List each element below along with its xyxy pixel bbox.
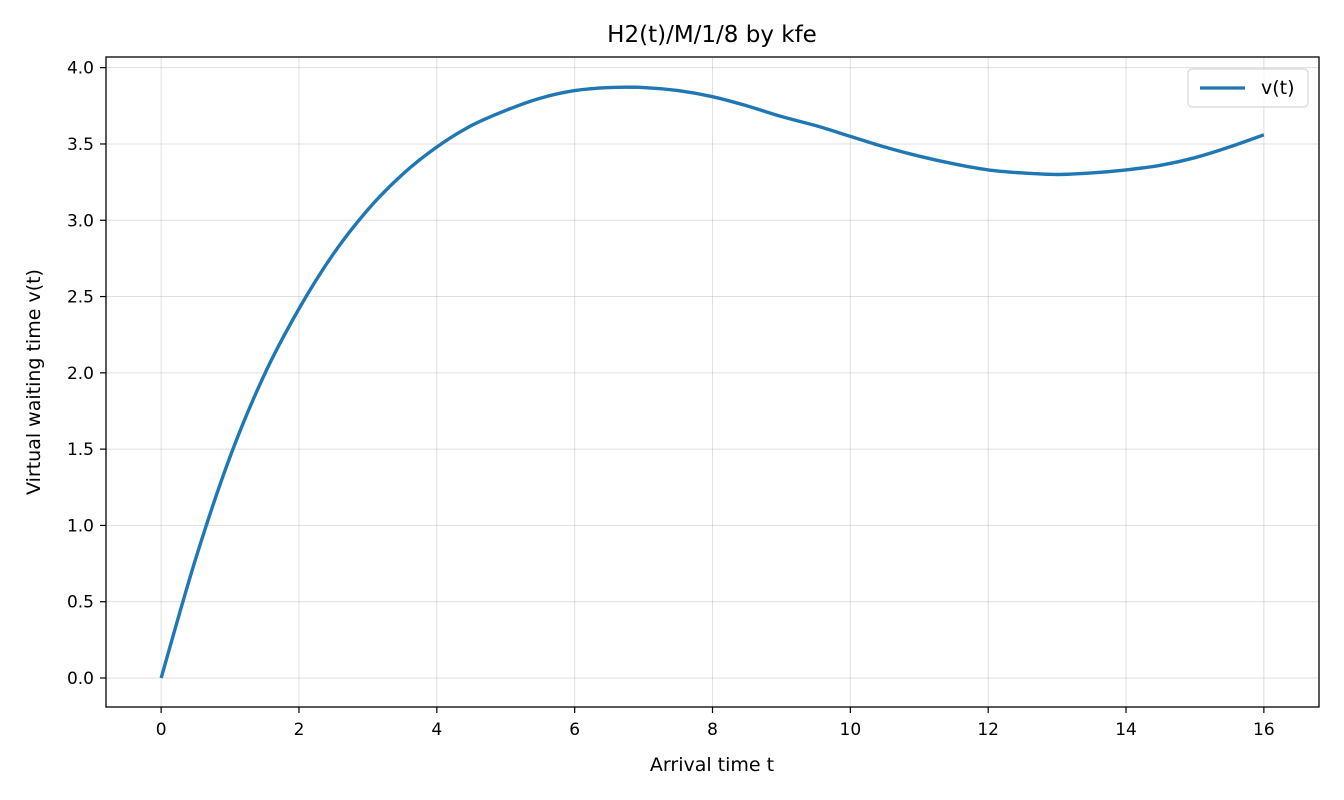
x-tick-label: 4 — [431, 720, 442, 740]
grid-layer — [106, 57, 1319, 707]
y-tick-label: 0.5 — [67, 593, 94, 613]
y-axis-title: Virtual waiting time v(t) — [23, 269, 45, 495]
legend-label: v(t) — [1261, 77, 1295, 99]
y-tick-label: 0.0 — [67, 669, 94, 689]
x-tick-label: 0 — [156, 720, 167, 740]
x-tick-label: 6 — [569, 720, 580, 740]
y-tick-label: 1.0 — [67, 516, 94, 536]
x-tick-label: 2 — [294, 720, 305, 740]
y-tick-label: 4.0 — [67, 59, 94, 79]
y-tick-label: 3.0 — [67, 211, 94, 231]
x-ticks: 0 2 4 6 8 10 12 14 16 — [156, 707, 1275, 740]
y-tick-label: 3.5 — [67, 135, 94, 155]
y-tick-label: 2.0 — [67, 364, 94, 384]
y-ticks: 0.0 0.5 1.0 1.5 2.0 2.5 3.0 3.5 4.0 — [67, 59, 106, 689]
x-axis-title: Arrival time t — [650, 754, 774, 776]
x-tick-label: 14 — [1115, 720, 1137, 740]
legend-box — [1187, 68, 1309, 108]
x-tick-label: 16 — [1253, 720, 1275, 740]
y-tick-label: 2.5 — [67, 288, 94, 308]
y-tick-label: 1.5 — [67, 440, 94, 460]
x-tick-label: 8 — [707, 720, 718, 740]
series-layer — [159, 85, 1265, 679]
chart-title: H2(t)/M/1/8 by kfe — [607, 22, 817, 48]
legend: v(t) — [1187, 68, 1309, 108]
x-tick-label: 12 — [977, 720, 999, 740]
series-line-0 — [159, 85, 1265, 679]
x-tick-label: 10 — [840, 720, 862, 740]
